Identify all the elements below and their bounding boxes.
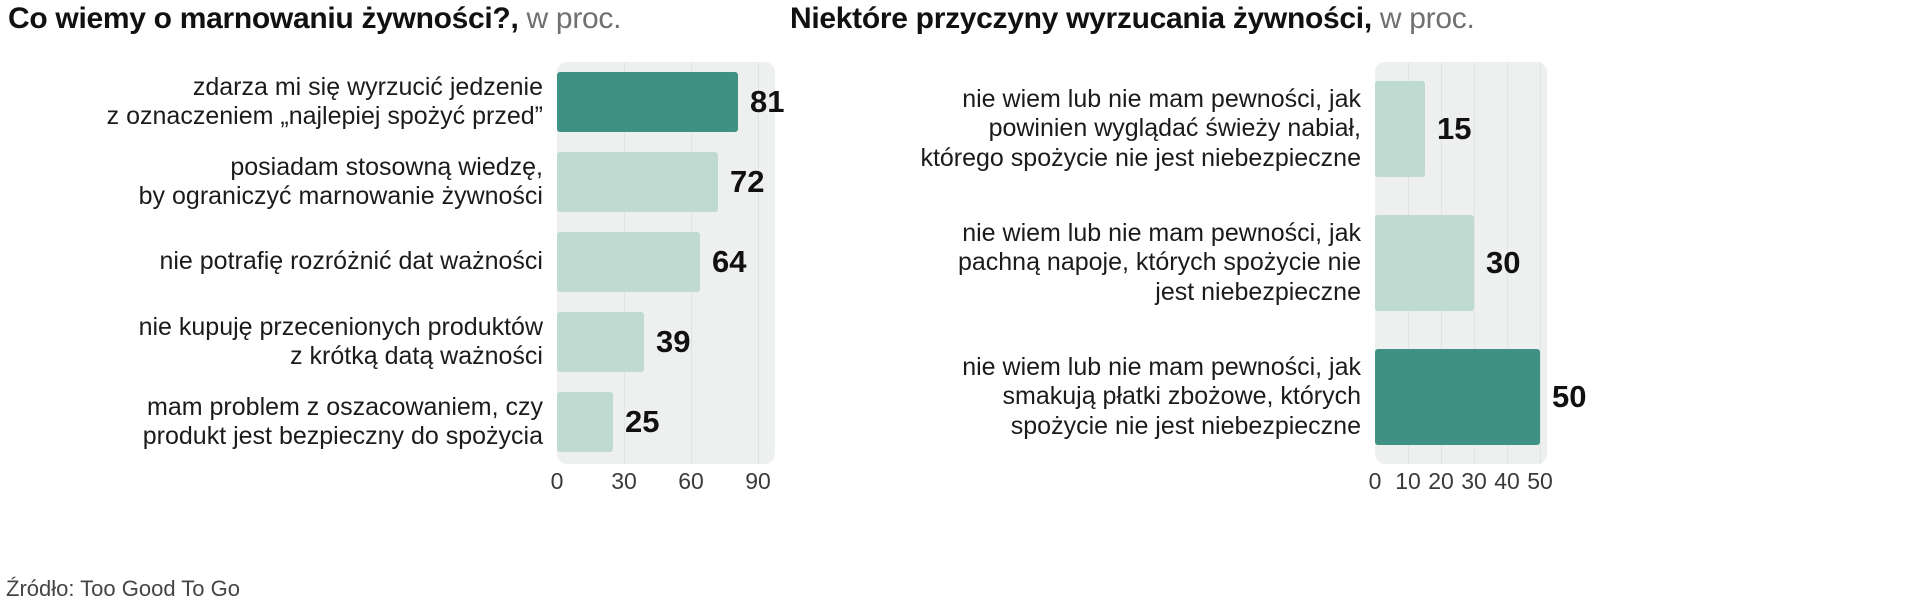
bar-row-label-text: nie wiem lub nie mam pewności, jak pachn…: [957, 218, 1361, 306]
bar-value-label: 50: [1552, 379, 1587, 414]
bar-row-label-text: nie kupuję przecenionych produktów z kró…: [138, 312, 543, 371]
bar-value-label: 64: [712, 244, 747, 279]
axis-tick-label: 0: [1368, 468, 1382, 494]
chart-title-text: Niektóre przyczyny wyrzucania żywności,: [790, 2, 1372, 35]
chart-title-left: Co wiemy o marnowaniu żywności?, w proc.: [8, 2, 621, 36]
bar: [557, 232, 700, 292]
bar-value-label: 72: [730, 164, 765, 199]
bar-row-label: nie wiem lub nie mam pewności, jak smaku…: [855, 330, 1361, 464]
bar-row-label: zdarza mi się wyrzucić jedzenie z oznacz…: [20, 62, 543, 142]
axis-tick-label: 30: [611, 468, 637, 494]
bar-row-label-text: mam problem z oszacowaniem, czy produkt …: [142, 392, 543, 451]
bar: [557, 392, 613, 452]
bar-row-label-text: posiadam stosowną wiedzę, by ograniczyć …: [138, 152, 543, 211]
bar: [557, 312, 644, 372]
bar: [1375, 215, 1474, 311]
source-note: Źródło: Too Good To Go: [6, 576, 240, 601]
bar-row-label-text: zdarza mi się wyrzucić jedzenie z oznacz…: [106, 72, 543, 131]
gridline: [1507, 62, 1508, 464]
axis-tick-label: 40: [1494, 468, 1520, 494]
axis-tick-label: 90: [745, 468, 771, 494]
bar-row-label: posiadam stosowną wiedzę, by ograniczyć …: [20, 142, 543, 222]
chart-title-text: Co wiemy o marnowaniu żywności?,: [8, 2, 519, 35]
axis-tick-label: 20: [1428, 468, 1454, 494]
gridline: [1474, 62, 1475, 464]
bar-value-label: 15: [1437, 111, 1472, 146]
axis-tick-label: 0: [550, 468, 564, 494]
gridline: [758, 62, 759, 464]
axis-tick-label: 10: [1395, 468, 1421, 494]
axis-tick-label: 60: [678, 468, 704, 494]
bar-row-label: nie potrafię rozróżnić dat ważności: [20, 222, 543, 302]
bar: [557, 152, 718, 212]
axis-tick-label: 30: [1461, 468, 1487, 494]
gridline: [1540, 62, 1541, 464]
bar: [557, 72, 738, 132]
bar-row-label: mam problem z oszacowaniem, czy produkt …: [20, 382, 543, 462]
bar-value-label: 30: [1486, 245, 1521, 280]
chart-title-right: Niektóre przyczyny wyrzucania żywności, …: [790, 2, 1475, 36]
bar: [1375, 81, 1425, 177]
bar: [1375, 349, 1540, 445]
bar-row-label: nie kupuję przecenionych produktów z kró…: [20, 302, 543, 382]
bar-value-label: 25: [625, 404, 660, 439]
axis-tick-label: 50: [1527, 468, 1553, 494]
chart-title-units: w proc.: [518, 2, 622, 35]
chart-title-units: w proc.: [1371, 2, 1475, 35]
bar-row-label-text: nie wiem lub nie mam pewności, jak powin…: [920, 84, 1361, 172]
bar-value-label: 81: [750, 84, 785, 119]
bar-value-label: 39: [656, 324, 691, 359]
bar-row-label-text: nie potrafię rozróżnić dat ważności: [159, 247, 543, 276]
bar-row-label: nie wiem lub nie mam pewności, jak powin…: [855, 62, 1361, 196]
bar-row-label: nie wiem lub nie mam pewności, jak pachn…: [855, 196, 1361, 330]
bar-row-label-text: nie wiem lub nie mam pewności, jak smaku…: [962, 352, 1361, 440]
